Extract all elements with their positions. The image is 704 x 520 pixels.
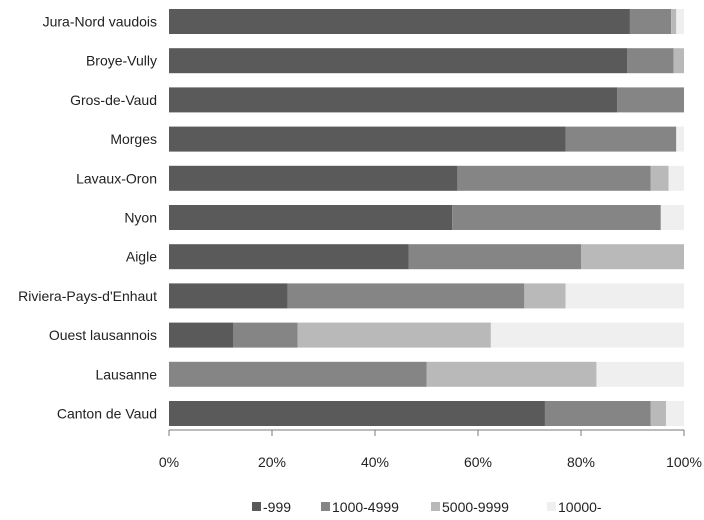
bar-segment: [565, 126, 677, 152]
bar-segment: [169, 165, 458, 191]
category-label: Riviera-Pays-d'Enhaut: [18, 288, 157, 304]
category-label: Broye-Vully: [86, 53, 157, 69]
bar-segment: [650, 165, 669, 191]
bar-segment: [596, 361, 684, 387]
bar-segment: [287, 283, 525, 309]
bar-segment: [665, 401, 684, 426]
category-label: Lavaux-Oron: [76, 170, 157, 186]
legend-label: -999: [263, 499, 291, 515]
bar-segment: [426, 361, 597, 387]
bar-segment: [408, 244, 581, 270]
bar-segment: [676, 126, 684, 152]
bar-segment: [169, 205, 453, 230]
x-tick-label: 60%: [464, 454, 492, 470]
bar-segment: [581, 244, 684, 270]
x-tick-label: 100%: [666, 454, 702, 470]
bars-group: [169, 9, 684, 426]
bar-segment: [169, 361, 427, 387]
x-tick-label: 20%: [258, 454, 286, 470]
bar-segment: [452, 205, 661, 230]
bar-segment: [457, 165, 651, 191]
bar-segment: [169, 126, 566, 152]
category-label: Canton de Vaud: [57, 406, 157, 422]
legend-label: 1000-4999: [332, 499, 399, 515]
bar-segment: [169, 87, 618, 113]
bar-segment: [524, 283, 566, 309]
category-label: Gros-de-Vaud: [70, 92, 157, 108]
category-label: Nyon: [124, 210, 157, 226]
bar-segment: [650, 401, 666, 426]
bar-segment: [297, 322, 491, 348]
legend-swatch: [431, 502, 440, 511]
bar-segment: [544, 401, 651, 426]
bar-segment: [490, 322, 684, 348]
bar-segment: [565, 283, 684, 309]
x-tick-label: 40%: [361, 454, 389, 470]
legend-swatch: [321, 502, 330, 511]
bar-segment: [676, 9, 684, 34]
x-tick-label: 0%: [159, 454, 179, 470]
x-axis-ticks: 0% 20% 40% 60% 80% 100%: [159, 430, 702, 470]
bar-segment: [668, 165, 684, 191]
bar-segment: [629, 9, 672, 34]
category-label: Jura-Nord vaudois: [43, 14, 157, 30]
x-tick-label: 80%: [567, 454, 595, 470]
legend-swatch: [547, 502, 556, 511]
bar-segment: [627, 48, 674, 74]
bar-segment: [169, 322, 234, 348]
bar-segment: [169, 283, 288, 309]
category-label: Aigle: [126, 249, 157, 265]
category-label: Lausanne: [95, 366, 157, 382]
bar-segment: [169, 48, 628, 74]
category-label: Ouest lausannois: [49, 327, 157, 343]
bar-segment: [169, 401, 545, 426]
bar-segment: [233, 322, 298, 348]
bar-segment: [169, 244, 409, 270]
bar-segment: [673, 48, 684, 74]
bar-segment: [660, 205, 684, 230]
legend-label: 10000-: [558, 499, 602, 515]
legend-swatch: [252, 502, 261, 511]
bar-segment: [169, 9, 630, 34]
bar-segment: [671, 9, 677, 34]
bar-segment: [617, 87, 684, 113]
legend-label: 5000-9999: [442, 499, 509, 515]
category-labels: Jura-Nord vaudois Broye-Vully Gros-de-Vaud…: [18, 14, 157, 422]
category-label: Morges: [110, 131, 157, 147]
legend: -999 1000-4999 5000-9999 10000-: [252, 499, 602, 515]
